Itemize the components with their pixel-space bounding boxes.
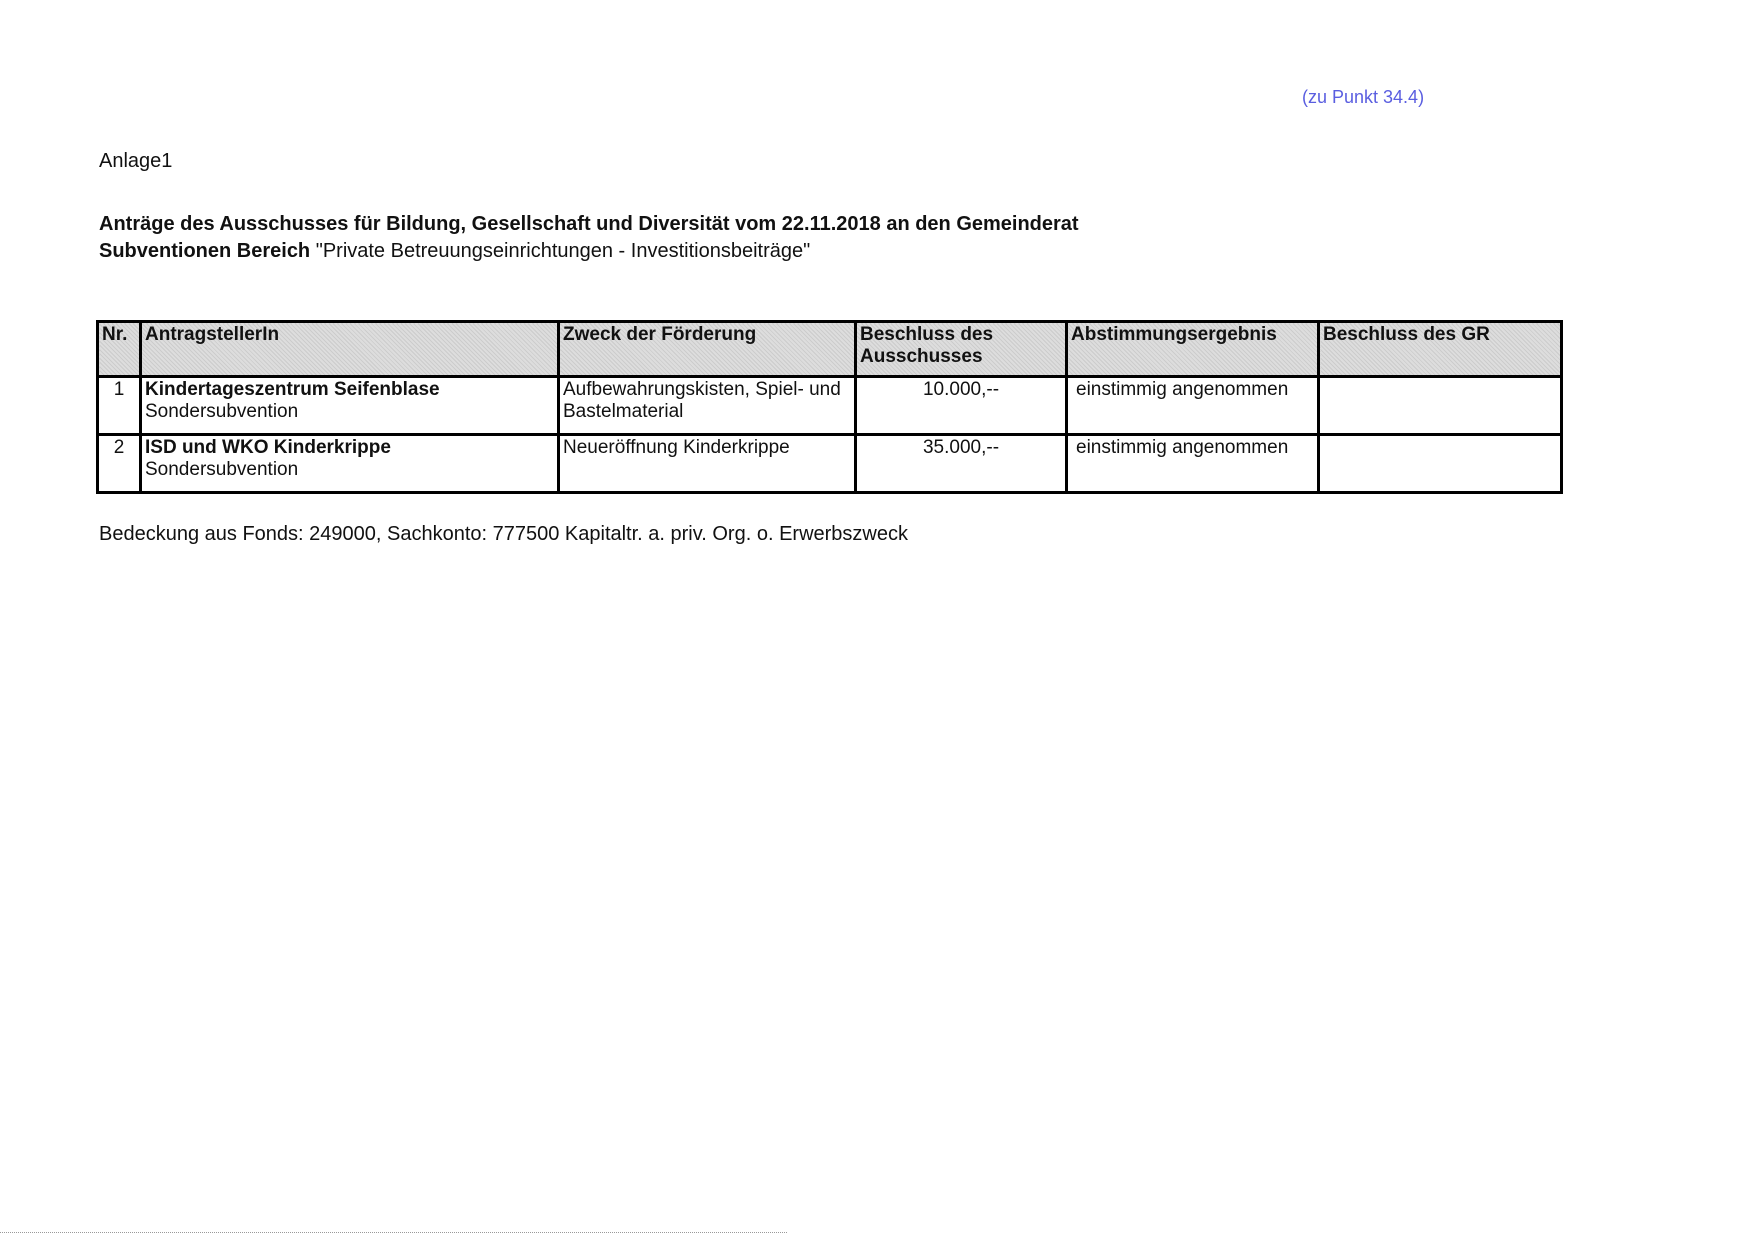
cell-purpose: Neueröffnung Kinderkrippe (557, 433, 857, 494)
cell-result: einstimmig angenommen (1065, 375, 1320, 436)
applicant-name: Kindertageszentrum Seifenblase (145, 379, 440, 400)
funding-note: Bedeckung aus Fonds: 249000, Sachkonto: … (99, 523, 908, 545)
document-title: Anträge des Ausschusses für Bildung, Ges… (99, 213, 1079, 235)
cell-amount: 35.000,-- (854, 433, 1068, 494)
cell-purpose: Aufbewahrungskisten, Spiel- und Bastelma… (557, 375, 857, 436)
cell-result: einstimmig angenommen (1065, 433, 1320, 494)
attachment-label: Anlage1 (99, 150, 173, 172)
table-header-row: Nr. AntragstellerIn Zweck der Förderung … (96, 320, 1563, 378)
cell-applicant: ISD und WKO Kinderkrippe Sondersubvention (139, 433, 560, 494)
cell-nr: 1 (96, 375, 142, 436)
subtitle-rest: "Private Betreuungseinrichtungen - Inves… (310, 240, 811, 262)
header-committee-decision: Beschluss des Ausschusses (854, 320, 1068, 378)
applicant-name: ISD und WKO Kinderkrippe (145, 437, 391, 458)
header-gr-decision: Beschluss des GR (1317, 320, 1563, 378)
applicant-type: Sondersubvention (145, 401, 299, 422)
subsidy-table: Nr. AntragstellerIn Zweck der Förderung … (96, 320, 1563, 494)
header-purpose: Zweck der Förderung (557, 320, 857, 378)
agenda-reference: (zu Punkt 34.4) (1302, 87, 1425, 107)
cell-nr: 2 (96, 433, 142, 494)
header-vote-result: Abstimmungsergebnis (1065, 320, 1320, 378)
cell-gr (1317, 433, 1563, 494)
header-applicant: AntragstellerIn (139, 320, 560, 378)
subtitle-bold: Subventionen Bereich (99, 240, 311, 262)
cell-applicant: Kindertageszentrum Seifenblase Sondersubv… (139, 375, 560, 436)
table-row: 2 ISD und WKO Kinderkrippe Sondersubventi… (96, 433, 1563, 494)
document-subtitle: Subventionen Bereich "Private Betreuungs… (99, 240, 810, 263)
table-row: 1 Kindertageszentrum Seifenblase Sondersu… (96, 375, 1563, 436)
cell-amount: 10.000,-- (854, 375, 1068, 436)
header-nr: Nr. (96, 320, 142, 378)
scan-artifact-line (0, 1232, 787, 1233)
cell-gr (1317, 375, 1563, 436)
applicant-type: Sondersubvention (145, 459, 299, 480)
